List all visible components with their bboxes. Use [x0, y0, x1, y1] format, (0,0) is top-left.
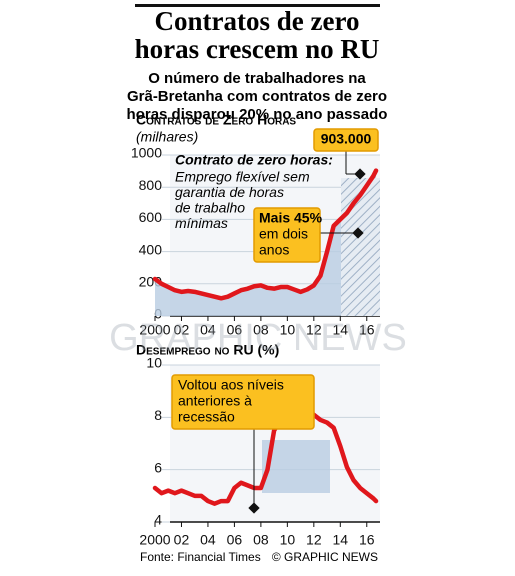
title: Contratos de zero: [155, 6, 360, 36]
hatch-region: [341, 178, 380, 316]
callout-line: recessão: [178, 409, 235, 425]
chart-subtitle: (milhares): [136, 129, 198, 145]
y-tick-label: 1000: [131, 145, 162, 161]
note-title: Contrato de zero horas:: [175, 152, 333, 168]
series-line: [152, 407, 379, 506]
callout-box: [253, 207, 321, 263]
x-tick-label: 02: [174, 532, 190, 548]
x-tick-label: 12: [306, 532, 322, 548]
note-line: Emprego flexível sem: [175, 169, 310, 185]
series-line: [152, 168, 379, 301]
title: horas crescem no RU: [135, 34, 380, 64]
note-line: garantia de horas: [175, 184, 284, 200]
watermark: GRAPHIC NEWS: [109, 317, 407, 359]
x-tick-label: 10: [280, 322, 296, 338]
y-tick-label: 10: [146, 355, 162, 371]
callout-line: em dois: [259, 226, 308, 242]
subtitle: Grã-Bretanha com contratos de zero: [127, 88, 387, 105]
y-tick-label: 400: [139, 241, 163, 257]
callout-marker: [248, 502, 260, 514]
x-tick-label: 2000: [139, 322, 170, 338]
note-line: de trabalho: [175, 200, 245, 216]
callout-line: anos: [259, 242, 289, 258]
subtitle: horas disparou 20% no ano passado: [127, 106, 388, 123]
credit: © GRAPHIC NEWS: [272, 550, 378, 564]
note-line: mínimas: [175, 215, 228, 231]
y-tick-label: 8: [154, 407, 162, 423]
x-tick-label: 02: [174, 322, 190, 338]
chart-unemployment: Desemprego no RU (%) 4 6 8 10 2000 02 04 06 08 10 1…: [136, 342, 380, 548]
chart-title: Desemprego no RU (%): [136, 342, 279, 358]
x-tick-label: 04: [200, 532, 216, 548]
x-tick-label: 12: [306, 322, 322, 338]
x-tick-label: 16: [359, 532, 375, 548]
x-tick-label: 04: [200, 322, 216, 338]
callout-line: Voltou aos níveis: [178, 377, 284, 393]
x-tick-label: 08: [253, 532, 269, 548]
x-tick-label: 16: [359, 322, 375, 338]
x-tick-label: 10: [280, 532, 296, 548]
y-tick-label: 800: [139, 177, 163, 193]
source: Fonte: Financial Times: [140, 550, 261, 564]
x-tick-label: 06: [227, 322, 243, 338]
y-tick-label: 6: [154, 459, 162, 475]
series-area: [155, 170, 377, 316]
x-tick-label: 14: [333, 532, 349, 548]
y-tick-label: 4: [154, 512, 162, 528]
shade-region: [262, 440, 330, 493]
callout-box: [313, 128, 379, 152]
callout-marker: [354, 168, 366, 180]
callout-line: anteriores à: [178, 393, 252, 409]
top-rule: [135, 4, 380, 7]
chart-zero-hours: Contratos de Zero Horas(milhares)0200400…: [131, 112, 380, 338]
x-tick-label: 08: [253, 322, 269, 338]
x-tick-label: 14: [333, 322, 349, 338]
value-label: 903.000: [321, 131, 372, 147]
callout-marker: [352, 227, 364, 239]
chart-title: Contratos de Zero Horas: [136, 112, 296, 128]
callout-box: [171, 374, 315, 430]
subtitle: O número de trabalhadores na: [148, 70, 366, 87]
x-tick-label: 06: [227, 532, 243, 548]
callout-line: Mais 45%: [259, 210, 323, 226]
x-tick-label: 2000: [139, 532, 170, 548]
y-tick-label: 600: [139, 209, 163, 225]
